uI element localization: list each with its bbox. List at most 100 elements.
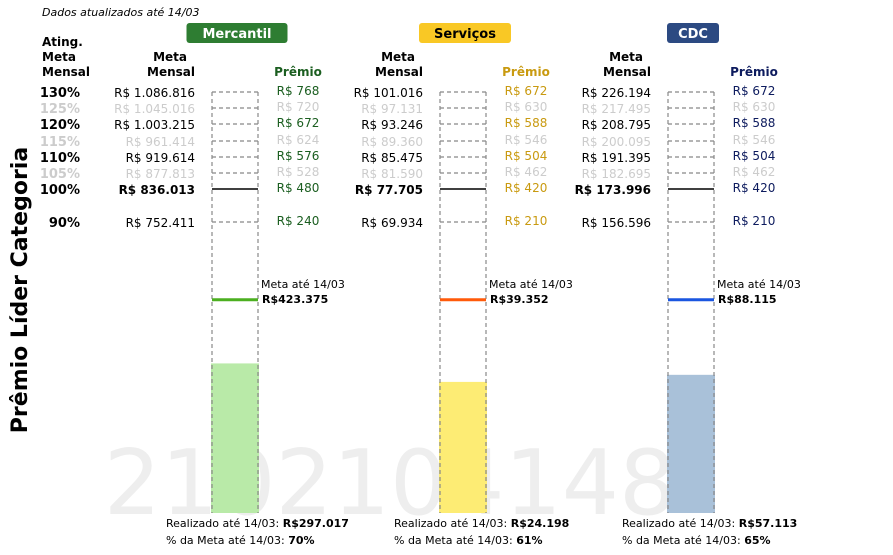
realized-bar	[667, 374, 715, 513]
realized-footer: Realizado até 14/03: R$297.017	[166, 517, 349, 530]
premio-value: R$ 630	[505, 100, 548, 114]
premio-value: R$ 720	[277, 100, 320, 114]
ating-header-line2: Meta	[42, 50, 76, 64]
realized-bar	[439, 381, 487, 513]
category-badge-label: CDC	[678, 27, 708, 42]
meta-value: R$ 217.495	[582, 102, 651, 116]
premio-header: Prêmio	[502, 65, 550, 79]
category-badge	[667, 23, 719, 43]
premio-value: R$ 768	[277, 84, 320, 98]
premio-value: R$ 240	[277, 214, 320, 228]
meta-value: R$ 1.003.215	[114, 118, 195, 132]
level-label: 115%	[40, 135, 80, 150]
pct-value: 61%	[516, 534, 542, 547]
meta-value: R$ 156.596	[582, 216, 651, 230]
meta-value: R$ 836.013	[119, 183, 195, 197]
meta-value: R$ 182.695	[582, 167, 651, 181]
meta-header-line2: Mensal	[375, 65, 423, 79]
pct-footer: % da Meta até 14/03: 65%	[622, 534, 771, 547]
meta-value: R$ 81.590	[361, 167, 423, 181]
watermark: 2102104148	[104, 431, 677, 536]
premio-value: R$ 210	[505, 214, 548, 228]
pct-prefix: % da Meta até 14/03:	[622, 534, 744, 547]
premio-header: Prêmio	[274, 65, 322, 79]
premio-value: R$ 672	[505, 84, 548, 98]
level-label: 90%	[49, 216, 80, 231]
premio-value: R$ 210	[733, 214, 776, 228]
premio-value: R$ 588	[505, 116, 548, 130]
meta-header-line2: Mensal	[147, 65, 195, 79]
meta-value: R$ 85.475	[361, 151, 423, 165]
premio-value: R$ 546	[505, 133, 548, 147]
realized-prefix: Realizado até 14/03:	[394, 517, 511, 530]
ating-header-line3: Mensal	[42, 65, 90, 79]
premio-value: R$ 528	[277, 165, 320, 179]
premio-value: R$ 420	[505, 181, 548, 195]
category-badge-label: Mercantil	[202, 27, 271, 42]
goal-to-date-value: R$88.115	[718, 293, 777, 306]
meta-value: R$ 173.996	[575, 183, 651, 197]
premio-value: R$ 630	[733, 100, 776, 114]
level-label: 120%	[40, 118, 80, 133]
meta-header-line2: Mensal	[603, 65, 651, 79]
meta-value: R$ 208.795	[582, 118, 651, 132]
meta-value: R$ 191.395	[582, 151, 651, 165]
side-title: Prêmio Líder Categoria	[8, 147, 33, 433]
ating-header-line1: Ating.	[42, 35, 83, 49]
category-badge-label: Serviços	[434, 27, 496, 42]
realized-footer: Realizado até 14/03: R$24.198	[394, 517, 569, 530]
premio-value: R$ 624	[277, 133, 320, 147]
premio-value: R$ 480	[277, 181, 320, 195]
meta-value: R$ 1.086.816	[114, 86, 195, 100]
premio-value: R$ 462	[505, 165, 548, 179]
realized-value: R$57.113	[739, 517, 798, 530]
meta-header-line1: Meta	[609, 50, 643, 64]
premio-value: R$ 672	[733, 84, 776, 98]
goal-to-date-label: Meta até 14/03	[717, 278, 801, 291]
realized-bar	[211, 363, 259, 513]
meta-value: R$ 89.360	[361, 135, 423, 149]
level-label: 105%	[40, 167, 80, 182]
realized-prefix: Realizado até 14/03:	[622, 517, 739, 530]
meta-header-line1: Meta	[381, 50, 415, 64]
premio-value: R$ 504	[733, 149, 776, 163]
goal-to-date-value: R$39.352	[490, 293, 549, 306]
goal-to-date-label: Meta até 14/03	[261, 278, 345, 291]
premio-value: R$ 672	[277, 116, 320, 130]
level-label: 110%	[40, 151, 80, 166]
meta-header-line1: Meta	[153, 50, 187, 64]
level-label: 125%	[40, 102, 80, 117]
meta-value: R$ 77.705	[355, 183, 423, 197]
meta-value: R$ 200.095	[582, 135, 651, 149]
pct-value: 70%	[288, 534, 314, 547]
premio-value: R$ 420	[733, 181, 776, 195]
premio-value: R$ 546	[733, 133, 776, 147]
meta-value: R$ 93.246	[361, 118, 423, 132]
category-badge	[186, 23, 288, 43]
pct-footer: % da Meta até 14/03: 70%	[166, 534, 315, 547]
premio-value: R$ 588	[733, 116, 776, 130]
level-label: 100%	[40, 183, 80, 198]
realized-value: R$297.017	[283, 517, 349, 530]
premio-value: R$ 576	[277, 149, 320, 163]
goal-to-date-value: R$423.375	[262, 293, 328, 306]
premio-value: R$ 504	[505, 149, 548, 163]
realized-prefix: Realizado até 14/03:	[166, 517, 283, 530]
pct-footer: % da Meta até 14/03: 61%	[394, 534, 543, 547]
pct-prefix: % da Meta até 14/03:	[394, 534, 516, 547]
level-labels: 130%125%120% 115%110%105%100% 90%	[40, 86, 80, 231]
realized-footer: Realizado até 14/03: R$57.113	[622, 517, 797, 530]
goal-to-date-label: Meta até 14/03	[489, 278, 573, 291]
meta-value: R$ 69.934	[361, 216, 423, 230]
meta-value: R$ 877.813	[126, 167, 195, 181]
pct-value: 65%	[744, 534, 770, 547]
meta-value: R$ 97.131	[361, 102, 423, 116]
premio-header: Prêmio	[730, 65, 778, 79]
meta-value: R$ 961.414	[126, 135, 195, 149]
realized-value: R$24.198	[511, 517, 570, 530]
